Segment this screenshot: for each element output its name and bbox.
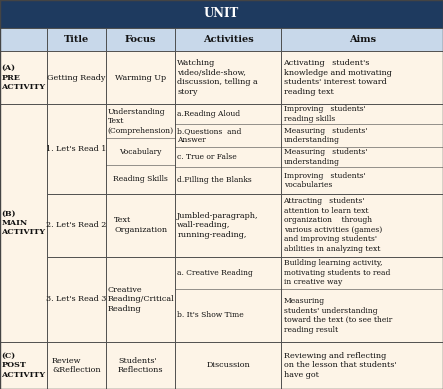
Text: Reviewing and reflecting
on the lesson that students'
have got: Reviewing and reflecting on the lesson t…: [284, 352, 396, 379]
Text: Discussion: Discussion: [206, 361, 250, 370]
Bar: [106, 194, 175, 257]
Text: Building learning activity,
motivating students to read
in creative way: Building learning activity, motivating s…: [284, 259, 390, 286]
Text: UNIT: UNIT: [204, 7, 239, 20]
Bar: [47, 257, 106, 342]
Text: Focus: Focus: [125, 35, 156, 44]
Bar: [175, 28, 281, 51]
Bar: [175, 51, 281, 104]
Bar: [0, 104, 47, 342]
Bar: [47, 51, 106, 104]
Text: (A)
PRE
ACTIVITY: (A) PRE ACTIVITY: [1, 64, 45, 91]
Bar: [175, 342, 281, 389]
Text: Improving   students'
vocabularies: Improving students' vocabularies: [284, 172, 365, 189]
Text: Watching
video/slide-show,
discussion, telling a
story: Watching video/slide-show, discussion, t…: [177, 60, 258, 96]
Bar: [281, 104, 443, 194]
Bar: [0, 0, 443, 28]
Text: a.Reading Aloud: a.Reading Aloud: [177, 110, 240, 118]
Text: Measuring   students'
understanding: Measuring students' understanding: [284, 127, 367, 144]
Text: Measuring
students' understanding
toward the text (to see their
reading result: Measuring students' understanding toward…: [284, 297, 392, 334]
Bar: [106, 51, 175, 104]
Bar: [47, 342, 106, 389]
Bar: [0, 28, 47, 51]
Bar: [0, 51, 47, 104]
Text: Aims: Aims: [349, 35, 376, 44]
Text: Jumbled-paragraph,
wall-reading,
running-reading,: Jumbled-paragraph, wall-reading, running…: [177, 212, 259, 239]
Bar: [0, 342, 47, 389]
Text: Review
&Reflection: Review &Reflection: [52, 357, 101, 374]
Text: a. Creative Reading: a. Creative Reading: [177, 269, 253, 277]
Bar: [175, 194, 281, 257]
Bar: [281, 51, 443, 104]
Text: Title: Title: [64, 35, 89, 44]
Bar: [281, 257, 443, 342]
Text: b.Questions  and
Answer: b.Questions and Answer: [177, 127, 241, 144]
Text: d.Filling the Blanks: d.Filling the Blanks: [177, 176, 252, 184]
Bar: [106, 257, 175, 342]
Bar: [106, 342, 175, 389]
Text: Activating   student's
knowledge and motivating
students' interest toward
readin: Activating student's knowledge and motiv…: [284, 60, 392, 96]
Text: (B)
MAIN
ACTIVITY: (B) MAIN ACTIVITY: [1, 210, 45, 237]
Bar: [47, 28, 106, 51]
Bar: [281, 194, 443, 257]
Text: Reading Skills: Reading Skills: [113, 175, 168, 184]
Text: (C)
POST
ACTIVITY: (C) POST ACTIVITY: [1, 352, 45, 379]
Text: Attracting   students'
attention to learn text
organization    through
various a: Attracting students' attention to learn …: [284, 198, 382, 253]
Text: 2. Let's Read 2: 2. Let's Read 2: [46, 221, 107, 229]
Text: Understanding
Text
(Comprehension): Understanding Text (Comprehension): [108, 108, 174, 135]
Bar: [175, 257, 281, 342]
Text: Creative
Reading/Critical
Reading: Creative Reading/Critical Reading: [107, 286, 174, 313]
Text: Improving   students'
reading skills: Improving students' reading skills: [284, 105, 365, 123]
Text: Measuring   students'
understanding: Measuring students' understanding: [284, 148, 367, 166]
Text: Warming Up: Warming Up: [115, 74, 166, 82]
Text: Getting Ready: Getting Ready: [47, 74, 105, 82]
Text: c. True or False: c. True or False: [177, 153, 237, 161]
Bar: [47, 104, 106, 194]
Bar: [106, 104, 175, 194]
Bar: [281, 342, 443, 389]
Text: Students'
Reflections: Students' Reflections: [118, 357, 163, 374]
Text: 3. Let's Read 3: 3. Let's Read 3: [46, 295, 107, 303]
Text: Vocabulary: Vocabulary: [120, 148, 162, 156]
Bar: [281, 28, 443, 51]
Bar: [106, 28, 175, 51]
Text: b. It's Show Time: b. It's Show Time: [177, 312, 244, 319]
Text: Activities: Activities: [203, 35, 253, 44]
Bar: [175, 104, 281, 194]
Text: 1. Let's Read 1: 1. Let's Read 1: [46, 145, 107, 153]
Text: Text
Organization: Text Organization: [114, 217, 167, 234]
Bar: [47, 194, 106, 257]
